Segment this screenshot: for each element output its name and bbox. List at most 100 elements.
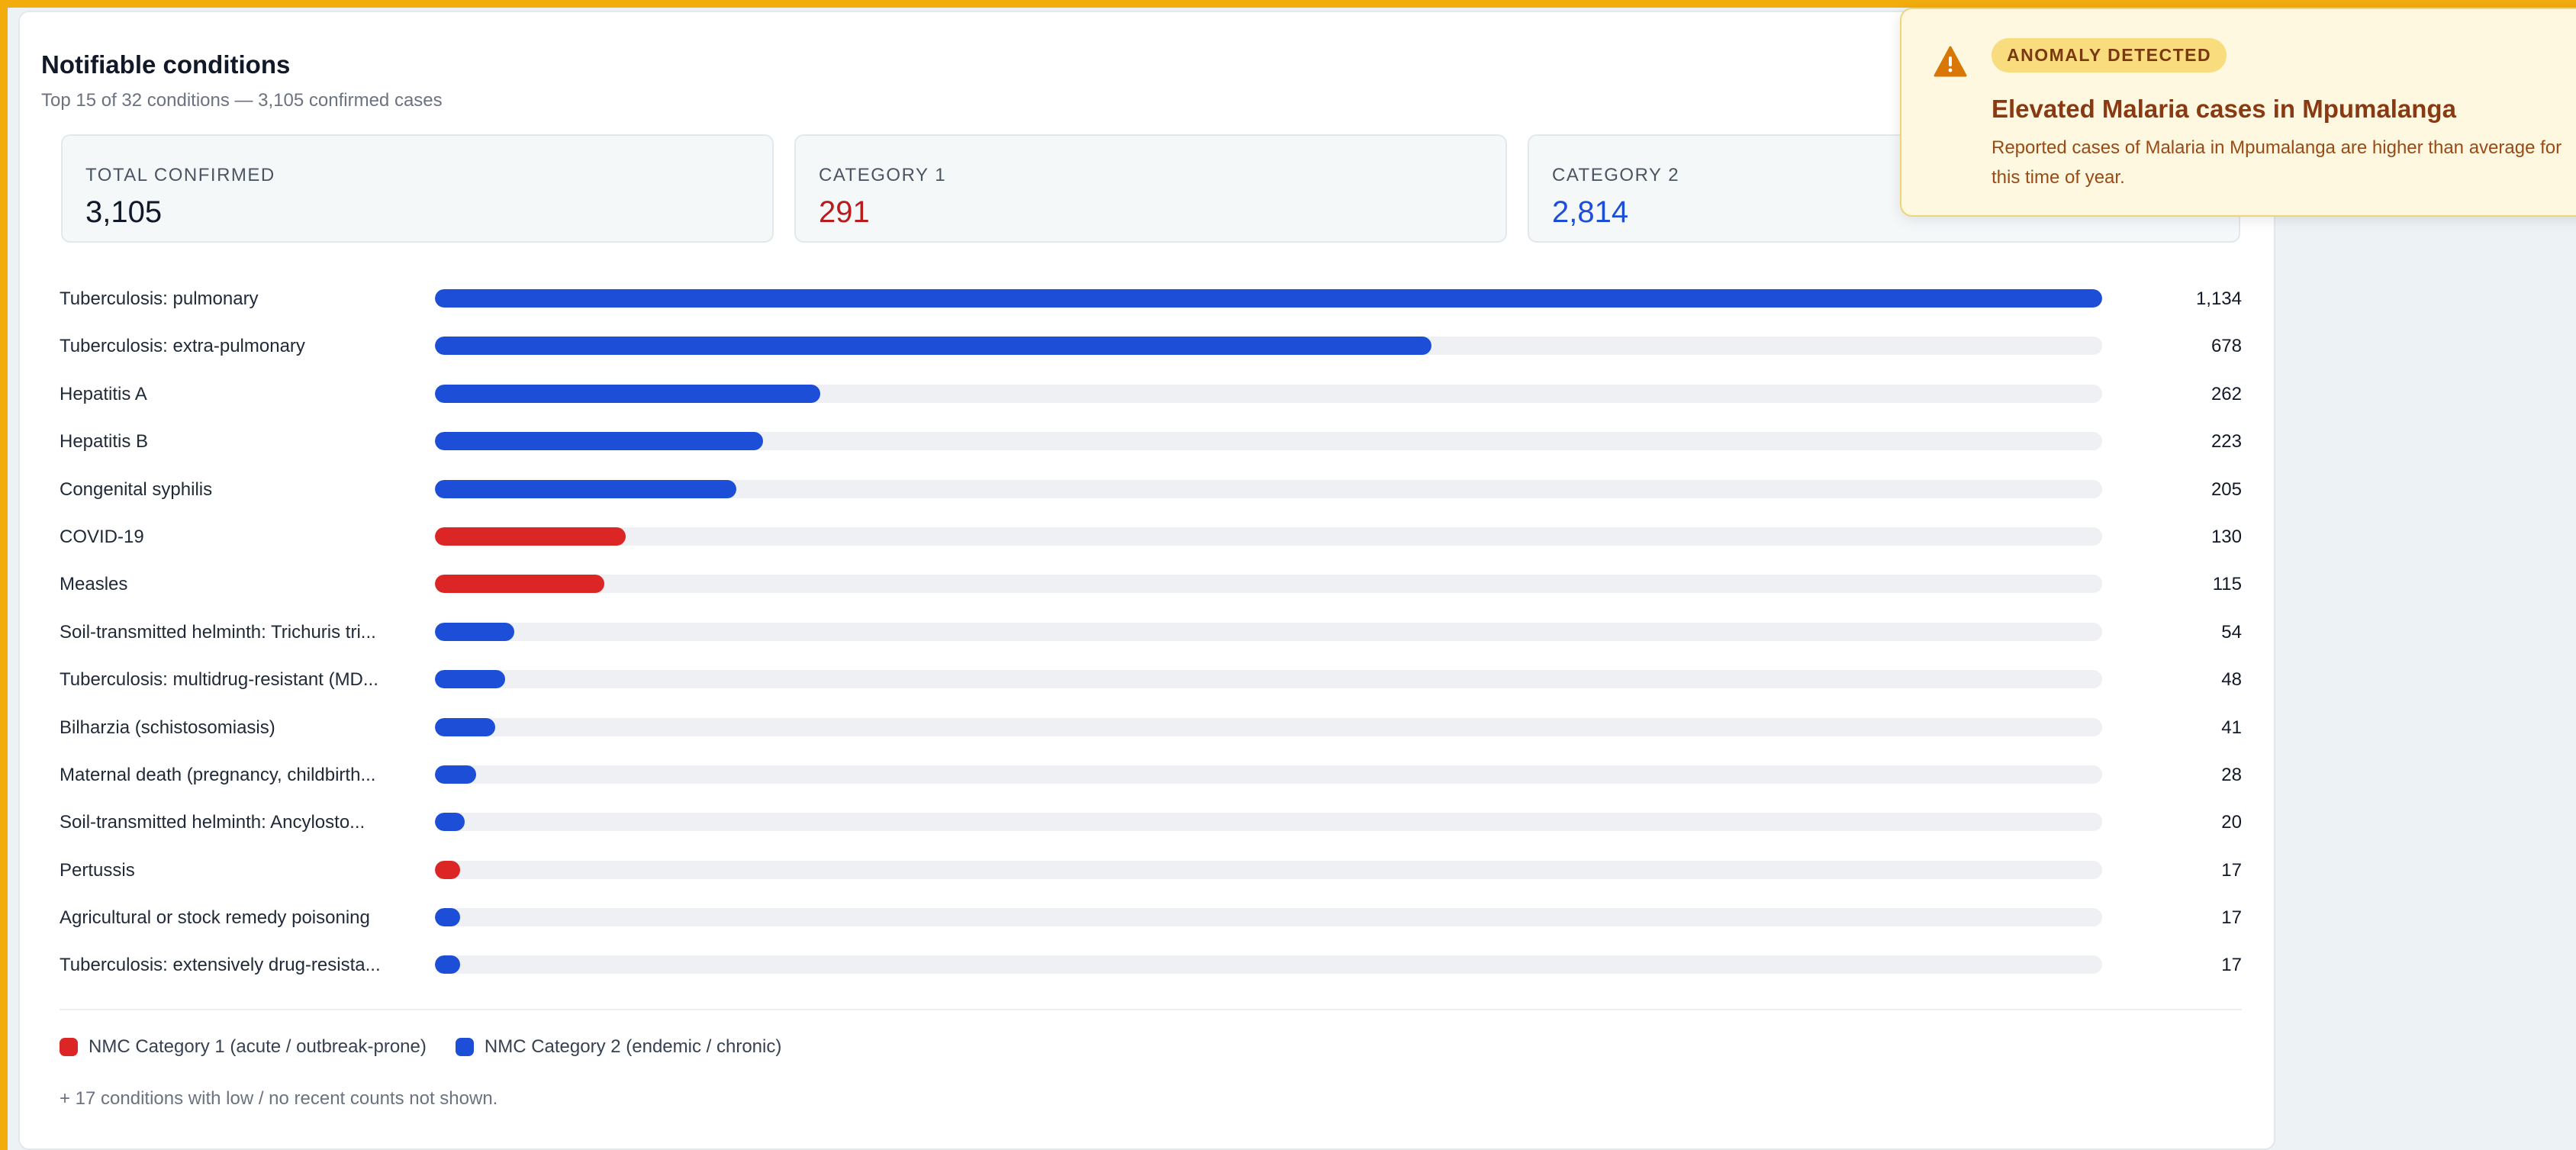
footnote: + 17 conditions with low / no recent cou…	[60, 1088, 498, 1109]
bar	[435, 955, 460, 974]
condition-row: Congenital syphilis 205	[60, 465, 2242, 513]
condition-label: Maternal death (pregnancy, childbirth...	[60, 764, 376, 785]
bar	[435, 479, 736, 498]
condition-bar-chart: Tuberculosis: pulmonary 1,134 Tuberculosis…	[60, 275, 2242, 989]
legend-swatch-category-2	[455, 1038, 474, 1056]
bar	[435, 289, 2102, 308]
bar-value-label: 48	[2221, 669, 2242, 691]
divider	[60, 1009, 2242, 1010]
bar-track	[435, 432, 2102, 451]
condition-row: Hepatitis A 262	[60, 370, 2242, 417]
bar-track	[435, 813, 2102, 832]
condition-row: Hepatitis B 223	[60, 417, 2242, 465]
bar-value-label: 54	[2221, 621, 2242, 643]
condition-label: COVID-19	[60, 526, 144, 547]
window-frame-left	[0, 0, 8, 1150]
legend-label-category-2: NMC Category 2 (endemic / chronic)	[484, 1036, 782, 1057]
condition-label: Agricultural or stock remedy poisoning	[60, 907, 370, 929]
bar-value-label: 41	[2221, 717, 2242, 738]
condition-label: Soil-transmitted helminth: Trichuris tri…	[60, 621, 376, 643]
panel-subtitle: Top 15 of 32 conditions — 3,105 confirme…	[41, 90, 443, 111]
warning-icon	[1934, 46, 1967, 77]
condition-row: Agricultural or stock remedy poisoning 17	[60, 894, 2242, 941]
stat-label: CATEGORY 2	[1552, 165, 1680, 185]
condition-row: Soil-transmitted helminth: Trichuris tri…	[60, 608, 2242, 656]
condition-row: Measles 115	[60, 560, 2242, 607]
bar	[435, 622, 515, 641]
bar	[435, 860, 460, 879]
panel-title: Notifiable conditions	[41, 50, 291, 79]
condition-row: Pertussis 17	[60, 846, 2242, 894]
bar	[435, 575, 604, 594]
stat-value: 2,814	[1552, 195, 1629, 229]
condition-label: Measles	[60, 574, 128, 595]
legend-item-category-2: NMC Category 2 (endemic / chronic)	[455, 1036, 782, 1058]
legend-item-category-1: NMC Category 1 (acute / outbreak-prone)	[60, 1036, 427, 1058]
condition-row: Bilharzia (schistosomiasis) 41	[60, 704, 2242, 751]
bar-value-label: 20	[2221, 812, 2242, 833]
bar-track	[435, 765, 2102, 784]
anomaly-badge: ANOMALY DETECTED	[1992, 38, 2227, 72]
bar	[435, 670, 506, 689]
condition-label: Tuberculosis: multidrug-resistant (MD...	[60, 669, 378, 691]
bar	[435, 337, 1432, 356]
condition-label: Pertussis	[60, 859, 135, 881]
bar-value-label: 130	[2211, 526, 2242, 547]
bar-value-label: 262	[2211, 383, 2242, 404]
stat-value: 291	[819, 195, 870, 229]
bar-value-label: 17	[2221, 907, 2242, 929]
window-frame-top	[0, 0, 2576, 8]
bar-track	[435, 908, 2102, 927]
condition-label: Soil-transmitted helminth: Ancylosto...	[60, 812, 365, 833]
condition-row: Tuberculosis: pulmonary 1,134	[60, 275, 2242, 322]
bar	[435, 908, 460, 927]
bar-value-label: 17	[2221, 859, 2242, 881]
condition-row: Soil-transmitted helminth: Ancylosto... 2…	[60, 798, 2242, 846]
bar-value-label: 115	[2212, 574, 2242, 595]
stat-label: CATEGORY 1	[819, 165, 947, 185]
bar	[435, 765, 476, 784]
bar	[435, 432, 763, 451]
condition-row: Tuberculosis: extensively drug-resista..…	[60, 941, 2242, 988]
stat-category-1: CATEGORY 1 291	[794, 134, 1507, 243]
bar-value-label: 223	[2211, 431, 2242, 453]
bar-track	[435, 717, 2102, 736]
bar	[435, 527, 626, 546]
alert-title: Elevated Malaria cases in Mpumalanga	[1992, 95, 2456, 123]
legend-label-category-1: NMC Category 1 (acute / outbreak-prone)	[89, 1036, 427, 1057]
bar-track	[435, 955, 2102, 974]
bar-value-label: 17	[2221, 955, 2242, 976]
anomaly-alert-toast[interactable]: ANOMALY DETECTED Elevated Malaria cases …	[1900, 8, 2576, 217]
alert-message: Reported cases of Malaria in Mpumalanga …	[1992, 137, 2562, 188]
bar	[435, 384, 820, 403]
bar-track	[435, 860, 2102, 879]
bar-track	[435, 289, 2102, 308]
condition-row: COVID-19 130	[60, 513, 2242, 560]
bar-value-label: 678	[2211, 336, 2242, 357]
bar-track	[435, 575, 2102, 594]
condition-label: Tuberculosis: pulmonary	[60, 288, 259, 309]
condition-label: Hepatitis A	[60, 383, 147, 404]
condition-row: Tuberculosis: multidrug-resistant (MD...…	[60, 656, 2242, 703]
chart-legend: NMC Category 1 (acute / outbreak-prone) …	[60, 1036, 810, 1058]
condition-label: Tuberculosis: extensively drug-resista..…	[60, 955, 381, 976]
bar-track	[435, 670, 2102, 689]
stat-label: TOTAL CONFIRMED	[85, 165, 275, 185]
condition-label: Bilharzia (schistosomiasis)	[60, 717, 275, 738]
bar-value-label: 28	[2221, 764, 2242, 785]
stat-value: 3,105	[85, 195, 163, 229]
condition-row: Maternal death (pregnancy, childbirth...…	[60, 751, 2242, 798]
bar-value-label: 1,134	[2195, 288, 2242, 309]
condition-label: Tuberculosis: extra-pulmonary	[60, 336, 305, 357]
condition-row: Tuberculosis: extra-pulmonary 678	[60, 322, 2242, 369]
bar-track	[435, 337, 2102, 356]
legend-swatch-category-1	[60, 1038, 78, 1056]
bar-track	[435, 479, 2102, 498]
bar-track	[435, 527, 2102, 546]
stat-total-confirmed: TOTAL CONFIRMED 3,105	[61, 134, 774, 243]
condition-label: Congenital syphilis	[60, 478, 213, 500]
bar-value-label: 205	[2211, 478, 2242, 500]
bar	[435, 717, 495, 736]
bar-track	[435, 384, 2102, 403]
bar	[435, 813, 465, 832]
